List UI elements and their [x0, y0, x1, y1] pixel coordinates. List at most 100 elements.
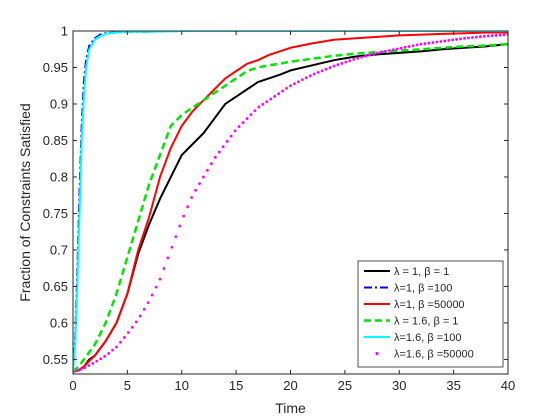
data-point [111, 348, 114, 352]
x-tick-label: 25 [338, 378, 352, 393]
data-point [455, 37, 458, 41]
data-point [190, 196, 194, 199]
y-tick-label: 0.55 [43, 352, 68, 367]
data-point [194, 188, 197, 192]
data-point [162, 267, 166, 270]
data-point [261, 102, 265, 106]
legend-label: λ = 1.6, β = 1 [394, 316, 458, 328]
data-point [134, 320, 138, 324]
ticks-layer: 0 5 10 15 20 25 30 35 40 0.55 0.6 0.65 0.7 0.75 0.8 0.8… [43, 24, 516, 394]
data-point [75, 369, 79, 373]
data-point [415, 43, 419, 47]
data-point [304, 76, 308, 80]
data-point [210, 162, 213, 166]
data-point [91, 361, 95, 365]
y-tick-label: 0.85 [43, 133, 68, 148]
legend-label: λ=1.6, β =100 [394, 332, 462, 344]
data-point [249, 113, 253, 116]
data-point [277, 92, 281, 96]
y-tick-label: 1 [61, 24, 68, 39]
data-point [411, 44, 415, 48]
y-tick-label: 0.8 [50, 169, 68, 184]
data-point [115, 345, 118, 349]
x-tick-label: 0 [69, 378, 76, 393]
data-point [293, 82, 296, 86]
y-tick-label: 0.65 [43, 279, 68, 294]
data-point [150, 293, 154, 297]
data-point [431, 41, 435, 44]
data-point [447, 39, 451, 42]
data-point [158, 277, 162, 281]
data-point [471, 36, 474, 39]
data-point [273, 94, 277, 98]
x-tick-label: 30 [392, 378, 406, 393]
data-point [324, 67, 328, 71]
data-point [328, 66, 332, 70]
legend: λ = 1, β = 1 λ=1, β =100 λ=1, β =50000 λ = … [357, 260, 504, 368]
data-point [83, 366, 87, 370]
data-point [146, 301, 150, 305]
data-point [336, 63, 340, 67]
data-point [395, 47, 399, 51]
x-tick-label: 15 [229, 378, 243, 393]
data-point [130, 325, 134, 329]
data-point [380, 50, 383, 54]
y-tick-label: 0.9 [50, 96, 68, 111]
data-point [478, 35, 482, 39]
series-line [73, 31, 508, 373]
data-point [463, 36, 466, 40]
data-point [202, 175, 205, 179]
data-point [423, 42, 427, 46]
data-point [79, 367, 83, 371]
data-point [384, 49, 387, 53]
data-point [119, 340, 122, 344]
data-point [482, 34, 486, 38]
series-layer [73, 31, 508, 374]
data-point [340, 61, 344, 65]
legend-label: λ=1.6, β =50000 [394, 349, 474, 361]
x-tick-label: 20 [283, 378, 297, 393]
data-point [241, 121, 245, 124]
data-point [300, 78, 304, 82]
data-point [229, 134, 233, 138]
data-point [312, 72, 316, 76]
data-point [459, 37, 462, 41]
data-point [308, 74, 312, 78]
data-point [126, 331, 130, 334]
data-point [154, 285, 158, 289]
data-point [265, 100, 269, 104]
series-line [73, 42, 508, 373]
data-point [99, 357, 103, 361]
data-point [502, 33, 506, 37]
data-point [486, 34, 490, 38]
data-point [372, 52, 375, 56]
data-point [253, 109, 257, 113]
data-point [225, 140, 229, 143]
data-point [352, 58, 356, 61]
data-point [368, 53, 371, 57]
legend-label: λ=1, β =100 [394, 283, 452, 295]
data-point [186, 205, 190, 209]
x-tick-label: 10 [175, 378, 189, 393]
data-point [281, 89, 284, 93]
data-point [138, 314, 142, 318]
y-tick-label: 0.6 [50, 315, 68, 330]
data-point [95, 359, 99, 363]
data-point [297, 80, 300, 84]
data-point [174, 235, 178, 239]
data-point [348, 59, 352, 63]
data-point [407, 45, 411, 48]
data-point [206, 168, 209, 172]
data-point [285, 86, 288, 90]
data-point [170, 245, 174, 249]
data-point [257, 105, 261, 109]
data-point [182, 214, 186, 218]
data-point [87, 364, 91, 367]
data-point [439, 40, 443, 43]
data-point [269, 97, 273, 101]
y-axis-label: Fraction of Constraints Satisfied [17, 103, 33, 301]
data-point [166, 256, 170, 260]
data-point [435, 40, 439, 44]
x-axis-label: Time [275, 400, 306, 416]
data-point [474, 35, 478, 39]
